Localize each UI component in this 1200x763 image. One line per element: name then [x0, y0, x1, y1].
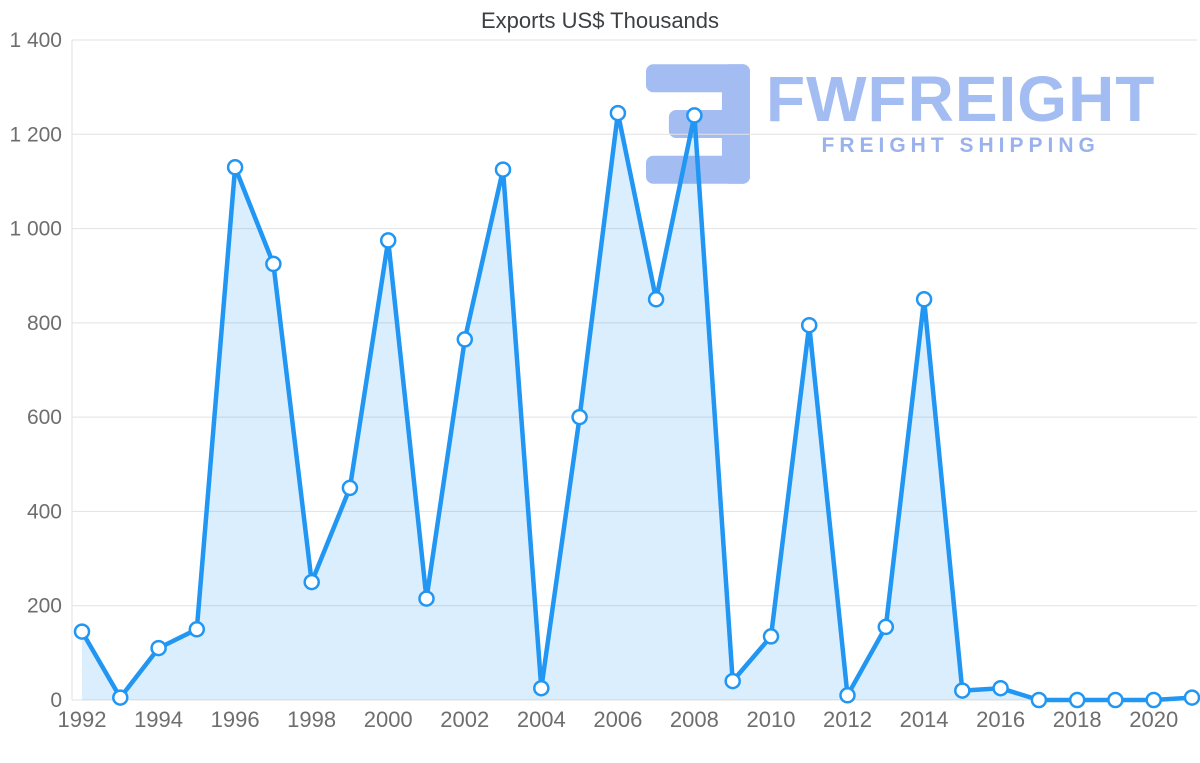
y-axis-tick-label: 200: [27, 595, 62, 618]
data-point[interactable]: [839, 687, 856, 704]
y-axis-tick-label: 1 400: [9, 29, 62, 52]
x-axis-tick-label: 2006: [593, 707, 642, 732]
data-point[interactable]: [379, 232, 397, 249]
data-point[interactable]: [265, 255, 282, 273]
y-axis-tick-label: 1 200: [9, 123, 62, 146]
data-point[interactable]: [915, 291, 933, 308]
x-axis-tick-label: 2014: [900, 707, 949, 732]
y-axis-tick-label: 800: [27, 312, 62, 335]
data-point[interactable]: [418, 590, 435, 607]
chart-title: Exports US$ Thousands: [480, 8, 720, 33]
x-axis-tick-label: 2008: [670, 707, 719, 732]
watermark: FWFREIGHT FREIGHT SHIPPING: [646, 64, 1155, 184]
area-fill: [82, 113, 1192, 701]
data-point[interactable]: [724, 672, 741, 690]
x-axis-tick-label: 2020: [1129, 707, 1178, 732]
data-point[interactable]: [226, 159, 244, 176]
data-point[interactable]: [1107, 691, 1124, 709]
data-point[interactable]: [1145, 691, 1162, 709]
x-axis-tick-label: 1994: [134, 707, 183, 732]
x-axis-tick-label: 1996: [211, 707, 260, 732]
y-axis-tick-label: 1 000: [9, 218, 62, 241]
data-point[interactable]: [1183, 689, 1200, 706]
data-point[interactable]: [877, 618, 895, 636]
watermark-text: FWFREIGHT FREIGHT SHIPPING: [766, 64, 1155, 158]
data-point[interactable]: [494, 161, 512, 178]
data-point[interactable]: [1068, 691, 1086, 709]
x-axis-tick-label: 2004: [517, 707, 566, 732]
data-point[interactable]: [73, 623, 91, 640]
data-point[interactable]: [992, 679, 1009, 697]
data-point[interactable]: [762, 628, 780, 645]
x-axis-tick-label: 2016: [976, 707, 1025, 732]
watermark-tagline: FREIGHT SHIPPING: [821, 134, 1100, 158]
x-axis-tick-label: 2000: [364, 707, 413, 732]
y-axis-tick-label: 0: [50, 689, 62, 712]
data-point[interactable]: [647, 291, 665, 308]
data-point[interactable]: [954, 682, 971, 699]
data-point[interactable]: [609, 104, 627, 122]
data-point[interactable]: [571, 408, 588, 426]
data-point[interactable]: [800, 316, 818, 334]
data-point[interactable]: [1030, 691, 1048, 709]
data-point[interactable]: [341, 479, 359, 497]
data-point[interactable]: [533, 679, 550, 697]
data-point[interactable]: [112, 689, 129, 706]
x-axis-tick-label: 2002: [440, 707, 489, 732]
x-axis-tick-label: 2012: [823, 707, 872, 732]
data-point[interactable]: [303, 573, 320, 591]
x-axis-tick-label: 1998: [287, 707, 336, 732]
y-axis-tick-label: 400: [27, 500, 62, 523]
data-point[interactable]: [150, 639, 167, 657]
x-axis-tick-label: 1992: [58, 707, 107, 732]
x-axis-tick-label: 2010: [746, 707, 795, 732]
data-point[interactable]: [188, 621, 206, 638]
data-point[interactable]: [456, 331, 474, 348]
x-axis-tick-label: 2018: [1053, 707, 1102, 732]
data-point[interactable]: [686, 107, 703, 124]
watermark-brand: FWFREIGHT: [766, 63, 1156, 135]
y-axis-tick-label: 600: [27, 406, 62, 429]
